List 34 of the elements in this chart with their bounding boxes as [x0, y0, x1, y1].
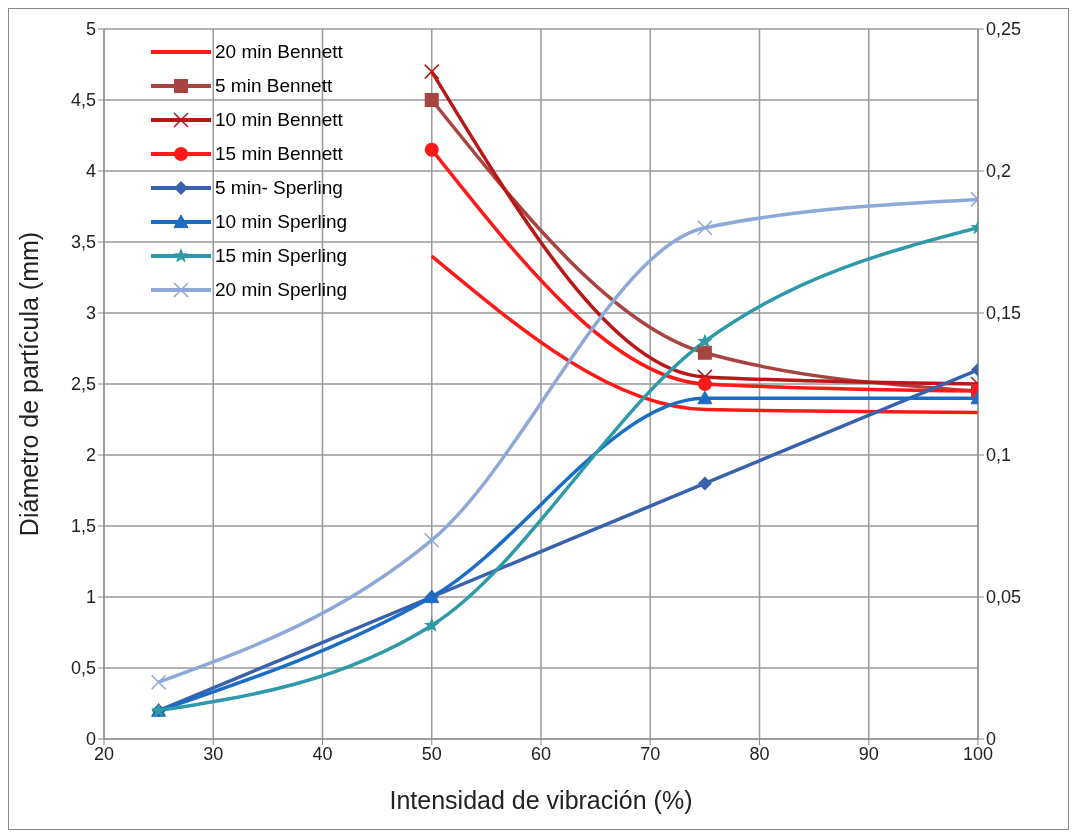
y-axis-title: Diámetro de partícula (mm)	[14, 231, 43, 537]
y-tick-label: 0,5	[70, 658, 96, 679]
y2-tick-label: 0,25	[986, 19, 1022, 40]
x-tick-label: 60	[530, 743, 552, 764]
y-tick-label: 2	[85, 445, 96, 466]
legend-label: 5 min Bennett	[215, 75, 333, 97]
y-tick-label: 1,5	[70, 516, 96, 537]
x-tick-label: 20	[93, 743, 115, 764]
x-tick-label: 70	[640, 743, 661, 764]
y2-tick-label: 0,05	[986, 587, 1022, 608]
y-tick-label: 3,5	[70, 232, 96, 253]
legend-label: 10 min Bennett	[215, 109, 343, 131]
y2-tick-label: 0,2	[986, 161, 1012, 182]
x-tick-label: 50	[421, 743, 442, 764]
y-tick-label: 4,5	[70, 90, 96, 111]
y2-tick-label: 0,15	[986, 303, 1022, 324]
x-tick-label: 80	[749, 743, 770, 764]
y-tick-label: 5	[85, 19, 96, 40]
x-tick-label: 90	[858, 743, 879, 764]
y-tick-label: 4	[85, 161, 96, 182]
y2-tick-label: 0,1	[986, 445, 1012, 466]
x-tick-label: 40	[312, 743, 333, 764]
x-tick-label: 30	[203, 743, 224, 764]
legend-label: 5 min- Sperling	[215, 177, 343, 199]
legend-label: 20 min Bennett	[215, 41, 343, 63]
y-tick-label: 1	[85, 587, 96, 608]
legend-label: 10 min Sperling	[215, 211, 348, 233]
y-tick-label: 2,5	[70, 374, 96, 395]
legend-label: 15 min Sperling	[215, 245, 348, 267]
x-axis-title: Intensidad de vibración (%)	[389, 786, 693, 814]
y-tick-label: 0	[85, 729, 96, 750]
legend-label: 20 min Sperling	[215, 279, 348, 301]
legend-label: 15 min Bennett	[215, 143, 343, 165]
y-tick-label: 3	[85, 303, 96, 324]
